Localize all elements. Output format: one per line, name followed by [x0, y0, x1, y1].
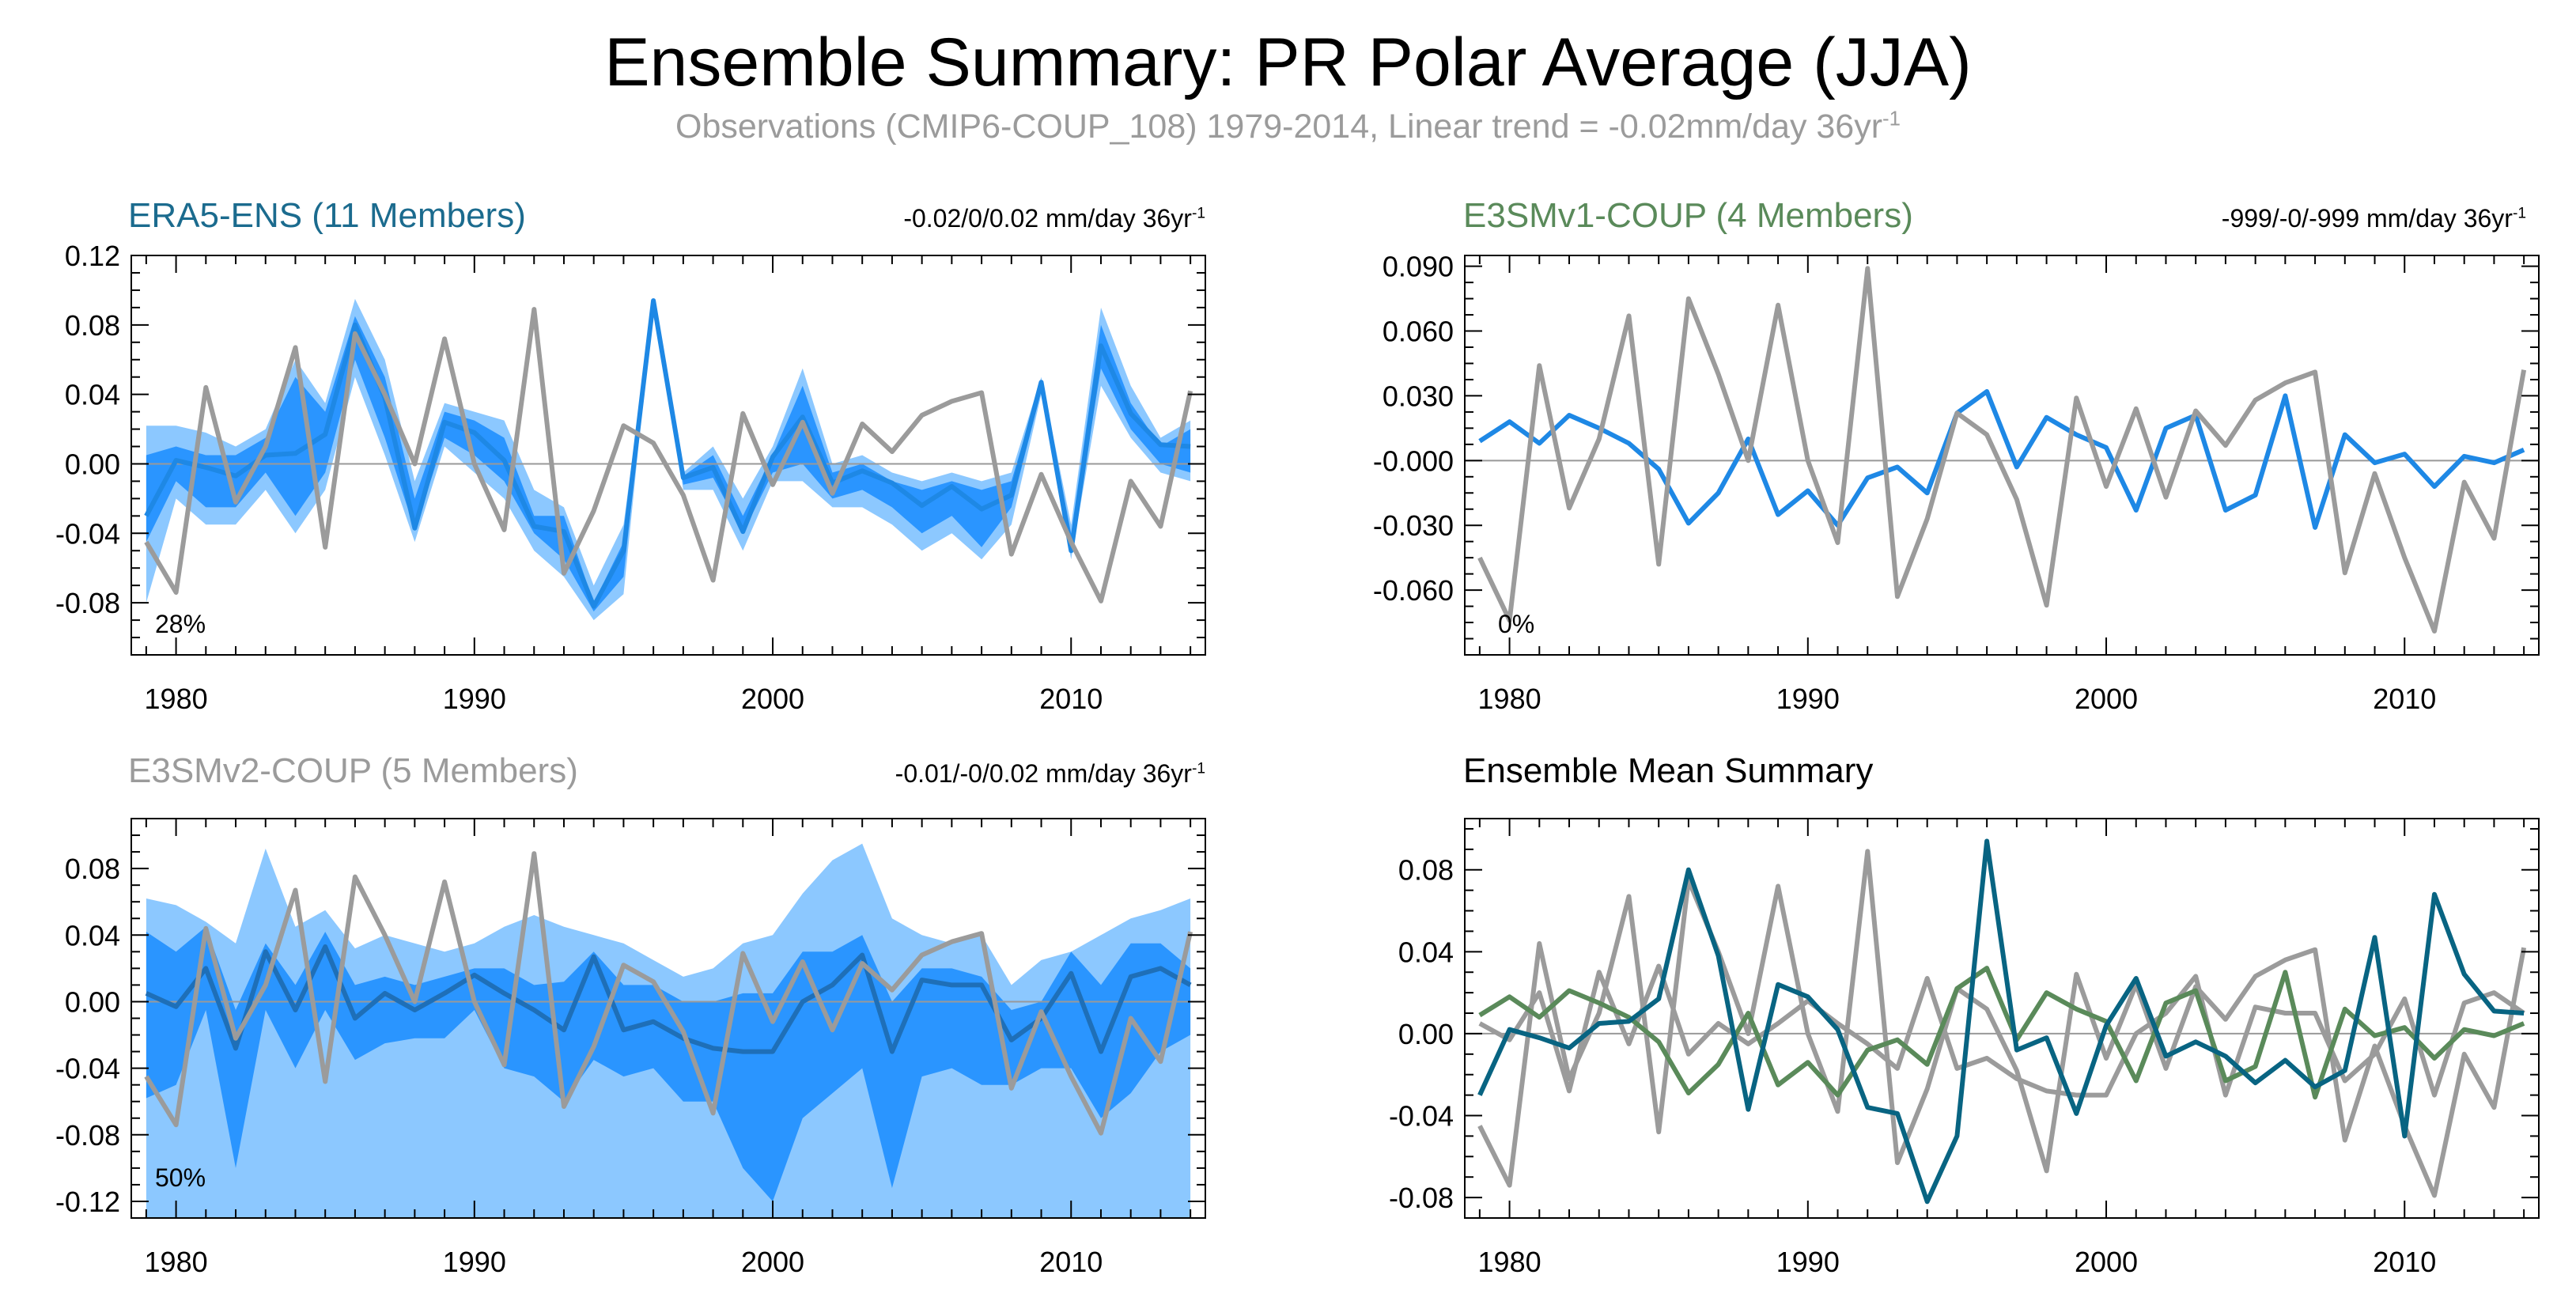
plot-frame-e3smv1: [1464, 255, 2540, 656]
y-tick-label-e3smv2: -0.12: [55, 1186, 120, 1218]
y-tick-label-ensemble-mean: 0.08: [1398, 854, 1454, 887]
plot-area-era5: [131, 298, 1205, 621]
y-tick-label-ensemble-mean: 0.00: [1398, 1018, 1454, 1050]
percent-annotation-e3smv2: 50%: [155, 1163, 206, 1192]
y-tick-label-ensemble-mean: -0.04: [1389, 1100, 1454, 1133]
series-line-model-1-ensemble-mean: [1478, 963, 2525, 1098]
series-line-obs-0-ensemble-mean: [1477, 849, 2527, 1198]
y-tick-label-e3smv1: 0.090: [1383, 251, 1454, 283]
x-tick-label-e3smv2: 1990: [443, 1246, 506, 1278]
y-tick-label-ensemble-mean: -0.08: [1389, 1182, 1454, 1214]
trend-text-era5: -0.02/0/0.02 mm/day 36yr: [903, 204, 1192, 233]
trend-text-e3smv1: -999/-0/-999 mm/day 36yr: [2221, 204, 2513, 233]
percent-annotation-e3smv1: 0%: [1498, 610, 1534, 638]
plot-frame-ensemble-mean: [1464, 818, 2540, 1219]
x-tick-label-e3smv1: 1990: [1776, 683, 1840, 715]
y-tick-label-e3smv2: 0.08: [65, 853, 120, 885]
y-tick-label-e3smv2: 0.00: [65, 985, 120, 1018]
y-tick-label-e3smv1: 0.060: [1383, 316, 1454, 348]
y-tick-label-era5: 0.12: [65, 240, 120, 272]
y-tick-label-e3smv2: -0.04: [55, 1053, 120, 1085]
series-line-obs-1-e3smv2: [144, 851, 1193, 1136]
plot-frame-era5: [131, 255, 1206, 656]
trend-sup-era5: -1: [1191, 205, 1205, 222]
x-tick-label-ensemble-mean: 1990: [1776, 1246, 1840, 1278]
figure-subtitle: Observations (CMIP6-COUP_108) 1979-2014,…: [0, 108, 2576, 146]
y-tick-label-ensemble-mean: 0.04: [1398, 936, 1454, 968]
series-line-ens_mean-0-era5: [144, 298, 1191, 609]
plot-area-e3smv1: [1465, 266, 2539, 634]
subtitle-superscript: -1: [1882, 108, 1901, 130]
x-tick-label-ensemble-mean: 2000: [2075, 1246, 2138, 1278]
figure-title: Ensemble Summary: PR Polar Average (JJA): [604, 25, 1972, 100]
plot-area-e3smv2: [131, 843, 1205, 1218]
series-line-model-3-ensemble-mean: [1477, 838, 2525, 1205]
trend-sup-e3smv2: -1: [1191, 760, 1205, 777]
series-line-obs-1-era5: [144, 307, 1193, 603]
series-line-ens_mean-0-e3smv1: [1478, 389, 2525, 530]
series-line-obs-1-e3smv1: [1477, 266, 2527, 634]
trend-sup-e3smv1: -1: [2512, 205, 2526, 222]
plot-area-ensemble-mean: [1465, 838, 2539, 1205]
x-tick-label-e3smv2: 2010: [1039, 1246, 1103, 1278]
panel-title-e3smv1: E3SMv1-COUP (4 Members): [1463, 196, 1913, 235]
panel-title-era5: ERA5-ENS (11 Members): [128, 196, 526, 235]
x-tick-label-e3smv2: 1980: [145, 1246, 208, 1278]
y-tick-label-e3smv1: -0.030: [1373, 509, 1454, 542]
chart-e3smv2: 1980 1990 2000 2010 0.08 0.04 0.00 -0.04 -0.08 -0…: [55, 818, 1206, 1278]
y-tick-label-e3smv1: -0.060: [1373, 574, 1454, 607]
x-tick-label-e3smv2: 2000: [741, 1246, 804, 1278]
x-tick-label-e3smv1: 2000: [2075, 683, 2138, 715]
trend-label-e3smv1: -999/-0/-999 mm/day 36yr-1: [2222, 204, 2526, 233]
band-dark-e3smv2: [146, 926, 1191, 1201]
y-tick-label-e3smv1: -0.000: [1373, 444, 1454, 477]
y-tick-label-e3smv2: -0.08: [55, 1119, 120, 1152]
y-tick-label-era5: 0.00: [65, 448, 120, 480]
x-tick-label-era5: 2000: [741, 683, 804, 715]
y-tick-label-era5: 0.04: [65, 379, 120, 411]
x-tick-label-era5: 1990: [443, 683, 506, 715]
y-tick-label-era5: -0.08: [55, 587, 120, 619]
x-tick-label-ensemble-mean: 2010: [2373, 1246, 2436, 1278]
panel-title-e3smv2: E3SMv2-COUP (5 Members): [128, 751, 578, 790]
x-tick-label-e3smv1: 2010: [2373, 683, 2436, 715]
x-tick-label-era5: 2010: [1039, 683, 1103, 715]
x-tick-label-e3smv1: 1980: [1478, 683, 1541, 715]
trend-text-e3smv2: -0.01/-0/0.02 mm/day 36yr: [895, 759, 1192, 788]
y-tick-label-e3smv1: 0.030: [1383, 380, 1454, 412]
x-tick-label-era5: 1980: [145, 683, 208, 715]
percent-annotation-era5: 28%: [155, 610, 206, 638]
trend-label-era5: -0.02/0/0.02 mm/day 36yr-1: [903, 204, 1205, 233]
series-line-model-2-ensemble-mean: [1478, 966, 2525, 1100]
chart-era5: 1980 1990 2000 2010 0.12 0.08 0.04 0.00 -0.04 -0.…: [55, 240, 1206, 715]
y-tick-label-era5: -0.04: [55, 517, 120, 550]
band-dark-era5: [146, 298, 1191, 612]
panel-title-ensemble-mean: Ensemble Mean Summary: [1463, 751, 1874, 790]
subtitle-text: Observations (CMIP6-COUP_108) 1979-2014,…: [675, 108, 1883, 146]
chart-ensemble-mean: 1980 1990 2000 2010 0.08 0.04 0.00 -0.04 -0.08: [1389, 818, 2540, 1278]
y-tick-label-era5: 0.08: [65, 309, 120, 342]
series-line-ens_mean-0-e3smv2: [145, 944, 1192, 1054]
x-tick-label-ensemble-mean: 1980: [1478, 1246, 1541, 1278]
band-light-era5: [146, 298, 1191, 621]
trend-label-e3smv2: -0.01/-0/0.02 mm/day 36yr-1: [895, 759, 1205, 789]
chart-e3smv1: 1980 1990 2000 2010 0.090 0.060 0.030 -0.000 -0.…: [1373, 251, 2540, 715]
y-tick-label-e3smv2: 0.04: [65, 919, 120, 951]
